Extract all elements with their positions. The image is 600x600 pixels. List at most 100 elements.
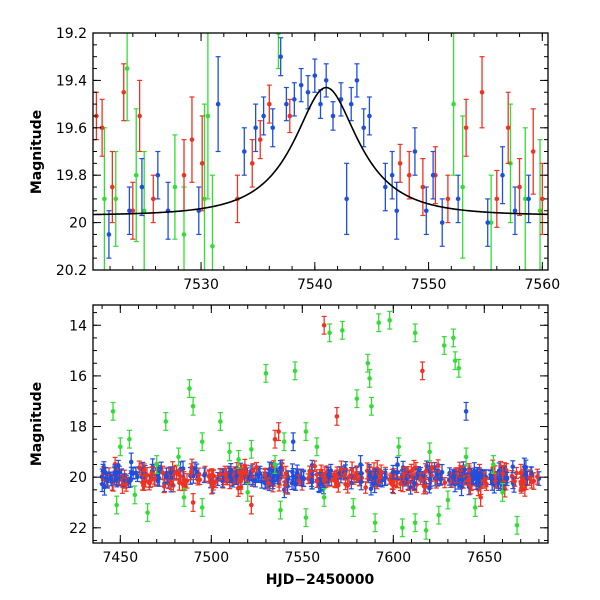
y-tick-label: 22 — [69, 521, 87, 537]
x-tick-label: 7550 — [411, 277, 447, 293]
red-data-point — [130, 181, 136, 240]
green-data-point — [303, 422, 309, 442]
blue-data-point — [354, 63, 360, 98]
green-data-point — [354, 389, 360, 409]
green-data-point — [368, 396, 374, 416]
red-data-point — [287, 98, 293, 134]
green-data-point — [199, 498, 205, 518]
green-data-point — [205, 33, 211, 200]
baseline-data-point — [184, 473, 190, 489]
baseline-data-point — [470, 473, 476, 485]
baseline-data-point — [510, 460, 516, 474]
baseline-data-point — [417, 472, 423, 486]
red-data-point — [272, 429, 278, 449]
green-data-point — [145, 503, 151, 523]
baseline-data-point — [459, 471, 465, 489]
bottom-panel-x-axis-label: HJD−2450000 — [266, 572, 375, 588]
y-tick-label: 20.2 — [56, 263, 87, 279]
red-data-point — [445, 174, 451, 224]
green-data-point — [176, 447, 182, 467]
x-tick-label: 7550 — [284, 550, 320, 566]
green-data-point — [132, 485, 138, 505]
green-data-point — [488, 174, 494, 270]
baseline-data-point — [518, 463, 524, 482]
baseline-data-point — [423, 478, 429, 495]
red-data-point — [517, 158, 523, 217]
green-data-point — [451, 33, 457, 176]
green-data-point — [387, 310, 393, 330]
bottom-panel-data-points — [99, 310, 542, 540]
blue-data-point — [283, 86, 289, 122]
blue-data-point — [430, 150, 436, 200]
baseline-data-point — [317, 472, 323, 486]
blue-data-point — [270, 108, 276, 148]
red-data-point — [150, 174, 156, 224]
green-data-point — [514, 515, 520, 535]
green-data-point — [399, 518, 405, 538]
blue-data-point — [526, 174, 532, 224]
green-data-point — [472, 498, 478, 518]
baseline-data-point — [283, 465, 289, 482]
red-data-point — [406, 150, 412, 200]
baseline-data-point — [241, 464, 247, 478]
green-data-point — [445, 490, 451, 510]
green-data-point — [452, 351, 458, 371]
baseline-data-point — [128, 466, 134, 480]
blue-data-point — [261, 96, 267, 136]
baseline-data-point — [512, 475, 518, 487]
red-data-point — [505, 91, 511, 164]
red-data-point — [99, 98, 105, 157]
baseline-data-point — [325, 466, 331, 483]
baseline-data-point — [465, 474, 471, 486]
green-data-point — [186, 379, 192, 399]
green-data-point — [272, 455, 278, 474]
baseline-data-point — [277, 459, 283, 476]
baseline-data-point — [217, 467, 223, 481]
red-data-point — [478, 487, 484, 507]
blue-data-point — [330, 101, 336, 131]
baseline-data-point — [227, 470, 233, 484]
baseline-data-point — [378, 464, 384, 480]
baseline-data-point — [426, 482, 432, 494]
blue-data-point — [318, 89, 323, 119]
baseline-data-point — [438, 473, 444, 486]
baseline-data-point — [195, 473, 201, 486]
x-tick-label: 7500 — [193, 550, 229, 566]
x-tick-label: 7450 — [102, 550, 138, 566]
green-data-point — [277, 500, 283, 520]
baseline-data-point — [394, 465, 400, 480]
blue-data-point — [241, 127, 247, 176]
green-data-point — [423, 520, 429, 540]
blue-data-point — [512, 186, 518, 236]
top-panel: 7530 7540 7550 7560 19.2 19.4 19.6 19.8 20 20.2 M… — [29, 26, 560, 293]
green-data-point — [441, 336, 447, 355]
green-data-point — [181, 487, 187, 507]
red-data-point — [276, 422, 282, 442]
blue-data-point — [126, 186, 132, 236]
red-data-point — [479, 56, 485, 129]
baseline-data-point — [299, 468, 305, 487]
red-data-point — [109, 150, 115, 224]
baseline-data-point — [168, 466, 174, 480]
blue-data-point — [305, 75, 311, 110]
red-data-point — [181, 139, 187, 212]
blue-data-point — [278, 37, 284, 77]
blue-data-point — [165, 181, 171, 240]
green-data-point — [248, 439, 254, 459]
green-data-point — [376, 313, 382, 333]
red-data-point — [189, 96, 195, 183]
red-data-point — [249, 139, 255, 188]
y-tick-label: 19.2 — [56, 26, 87, 42]
baseline-data-point — [213, 475, 219, 489]
green-data-point — [396, 437, 402, 457]
x-tick-label: 7530 — [183, 277, 219, 293]
blue-data-point — [323, 63, 329, 98]
green-data-point — [463, 447, 469, 467]
baseline-data-point — [401, 466, 407, 482]
baseline-data-point — [176, 474, 182, 491]
green-data-point — [133, 108, 139, 243]
baseline-data-point — [354, 465, 360, 483]
green-data-point — [327, 323, 333, 343]
blue-data-point — [291, 82, 297, 117]
blue-data-point — [106, 210, 112, 259]
